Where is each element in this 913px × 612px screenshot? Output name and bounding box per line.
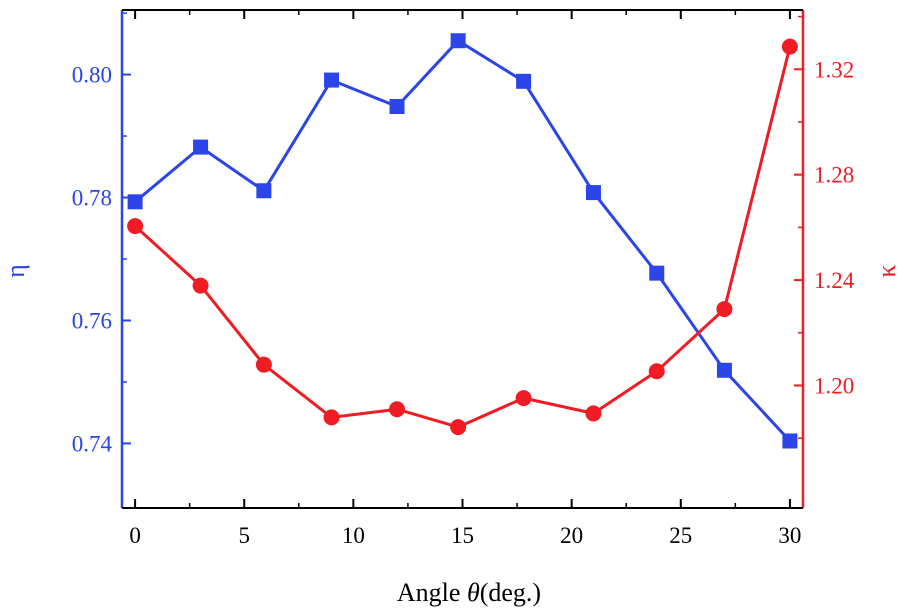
y-left-tick-label: 0.76 bbox=[72, 308, 112, 333]
x-tick-label: 10 bbox=[342, 523, 365, 548]
y-left-tick-label: 0.74 bbox=[72, 431, 113, 456]
y-right-tick-label: 1.24 bbox=[814, 268, 855, 293]
y-left-tick-label: 0.80 bbox=[72, 63, 112, 88]
y-right-tick-label: 1.28 bbox=[814, 163, 854, 188]
x-tick-label: 15 bbox=[451, 523, 474, 548]
x-tick-label: 0 bbox=[129, 523, 141, 548]
kappa-point bbox=[781, 38, 798, 55]
eta-point bbox=[782, 433, 798, 449]
y-left-tick-label: 0.78 bbox=[72, 186, 112, 211]
kappa-point bbox=[389, 401, 406, 418]
kappa-point bbox=[192, 277, 209, 294]
y-axis-right-title: κ bbox=[872, 264, 901, 277]
axis-ticks: 0 5 10 15 20 25 30 0.74 0.76 0.78 0.80 1.20 1.24 1.28… bbox=[72, 10, 855, 548]
eta-point bbox=[256, 183, 272, 199]
kappa-line bbox=[134, 46, 792, 429]
eta-point bbox=[516, 73, 532, 89]
eta-point bbox=[450, 33, 466, 49]
kappa-point bbox=[515, 390, 532, 407]
eta-point bbox=[324, 72, 340, 88]
eta-point bbox=[716, 362, 732, 378]
kappa-point bbox=[450, 419, 467, 436]
eta-point bbox=[585, 185, 601, 201]
eta-line bbox=[134, 39, 792, 443]
x-axis-title: Angle θ(deg.) bbox=[397, 578, 541, 607]
eta-point bbox=[649, 265, 665, 281]
kappa-point bbox=[255, 356, 272, 373]
kappa-series bbox=[127, 38, 798, 436]
eta-point bbox=[127, 194, 143, 210]
x-tick-label: 25 bbox=[669, 523, 692, 548]
y-right-tick-label: 1.20 bbox=[814, 373, 854, 398]
kappa-point bbox=[127, 218, 144, 235]
eta-point bbox=[389, 99, 405, 115]
kappa-point bbox=[585, 405, 602, 422]
kappa-point bbox=[323, 409, 340, 426]
eta-point bbox=[193, 139, 209, 155]
eta-series bbox=[127, 33, 798, 449]
x-tick-label: 5 bbox=[238, 523, 250, 548]
kappa-point bbox=[716, 301, 733, 318]
y-right-tick-label: 1.32 bbox=[814, 57, 854, 82]
x-tick-label: 20 bbox=[560, 523, 583, 548]
kappa-point bbox=[648, 363, 665, 380]
x-tick-label: 30 bbox=[778, 523, 801, 548]
y-axis-left-title: η bbox=[1, 264, 30, 278]
